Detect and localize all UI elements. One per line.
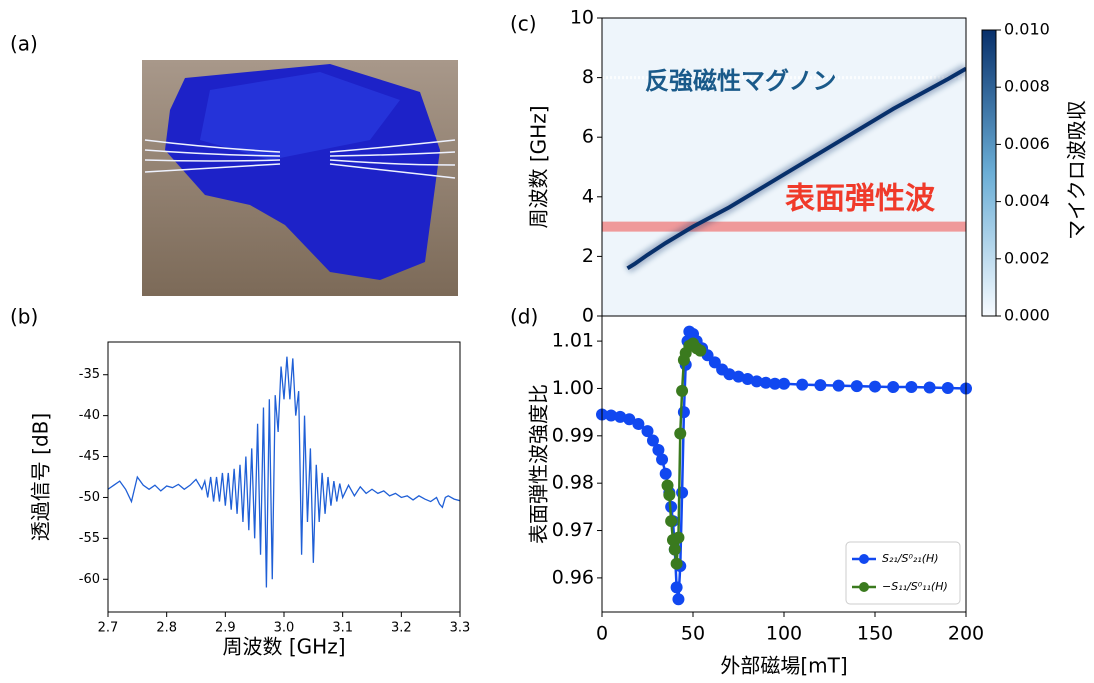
heatmap-background (602, 18, 966, 316)
annotation: 表面弾性波 (785, 182, 936, 217)
marker (663, 489, 675, 501)
marker (778, 378, 790, 390)
panel-label: (a) (10, 32, 38, 56)
y-axis-label: 透過信号 [dB] (29, 413, 53, 541)
marker (674, 427, 686, 439)
marker (671, 581, 683, 593)
y-tick-label: -50 (79, 490, 100, 505)
panel-label: (b) (10, 305, 38, 329)
marker (672, 532, 684, 544)
y-tick-label: -60 (79, 572, 100, 587)
marker (665, 515, 677, 527)
axes-frame (108, 342, 460, 612)
marker (942, 382, 954, 394)
marker (694, 345, 706, 357)
y-tick-label: 0.98 (552, 472, 594, 494)
marker (676, 385, 688, 397)
y-axis-label: 表面弾性波強度比 (527, 384, 551, 544)
y-tick-label: -35 (79, 367, 100, 382)
y-tick-label: 8 (582, 66, 594, 88)
x-axis-label: 周波数 [GHz] (223, 635, 346, 659)
x-tick-label: 0 (596, 623, 608, 645)
x-tick-label: 3.0 (274, 621, 295, 636)
marker (656, 454, 668, 466)
marker (672, 593, 684, 605)
panel-label: (c) (510, 12, 537, 36)
figure: (a) (b) 2.7 2.8 2.9 3.0 3.1 3.2 3.3 -35 -40 -45 -50 -… (0, 0, 1094, 683)
legend-label: −S₁₁/S⁰₁₁(H) (882, 580, 948, 593)
x-tick-label: 3.1 (332, 621, 353, 636)
y-tick-label: -55 (79, 531, 100, 546)
y-tick-label: 4 (582, 185, 594, 207)
y-tick-label: 1.01 (552, 330, 594, 352)
legend-marker (859, 582, 869, 592)
y-tick-label: 0.99 (552, 424, 594, 446)
y-tick-label: 6 (582, 126, 594, 148)
x-tick-label: 150 (857, 623, 893, 645)
x-axis-label: 外部磁場[mT] (720, 654, 847, 678)
colorbar-tick-label: 0.010 (1004, 20, 1050, 39)
marker (924, 382, 936, 394)
x-tick-label: 2.9 (215, 621, 236, 636)
photo (142, 60, 458, 296)
marker (796, 379, 808, 391)
annotation: 反強磁性マグノン (645, 67, 837, 95)
y-tick-label: -45 (79, 449, 100, 464)
marker (678, 406, 690, 418)
colorbar-label: マイクロ波吸収 (1065, 100, 1089, 240)
marker (851, 380, 863, 392)
colorbar-tick-label: 0.006 (1004, 134, 1050, 153)
colorbar-tick-label: 0.002 (1004, 248, 1050, 267)
marker (905, 381, 917, 393)
marker (814, 379, 826, 391)
x-tick-label: 2.8 (156, 621, 177, 636)
x-tick-label: 50 (681, 623, 705, 645)
y-tick-label: 0.96 (552, 566, 594, 588)
x-tick-label: 3.3 (450, 621, 471, 636)
y-tick-label: 1.00 (552, 377, 594, 399)
colorbar-tick-label: 0.000 (1004, 306, 1050, 325)
y-tick-label: 10 (570, 7, 594, 29)
series-line (108, 357, 460, 588)
marker (669, 543, 681, 555)
colorbar-tick-label: 0.008 (1004, 77, 1050, 96)
y-tick-label: 0.97 (552, 519, 594, 541)
x-tick-label: 200 (948, 623, 984, 645)
y-tick-label: -40 (79, 408, 100, 423)
legend-marker (859, 554, 869, 564)
marker (833, 380, 845, 392)
marker (676, 487, 688, 499)
x-tick-label: 3.2 (391, 621, 412, 636)
legend-label: S₂₁/S⁰₂₁(H) (882, 552, 939, 565)
colorbar (982, 30, 996, 316)
panel-label: (d) (510, 305, 538, 329)
x-tick-label: 100 (766, 623, 802, 645)
marker (671, 558, 683, 570)
y-tick-label: 0 (582, 305, 594, 327)
marker (887, 381, 899, 393)
x-tick-label: 2.7 (98, 621, 119, 636)
marker (660, 468, 672, 480)
colorbar-tick-label: 0.004 (1004, 191, 1050, 210)
y-axis-label: 周波数 [GHz] (527, 106, 551, 229)
y-tick-label: 2 (582, 245, 594, 267)
marker (869, 381, 881, 393)
